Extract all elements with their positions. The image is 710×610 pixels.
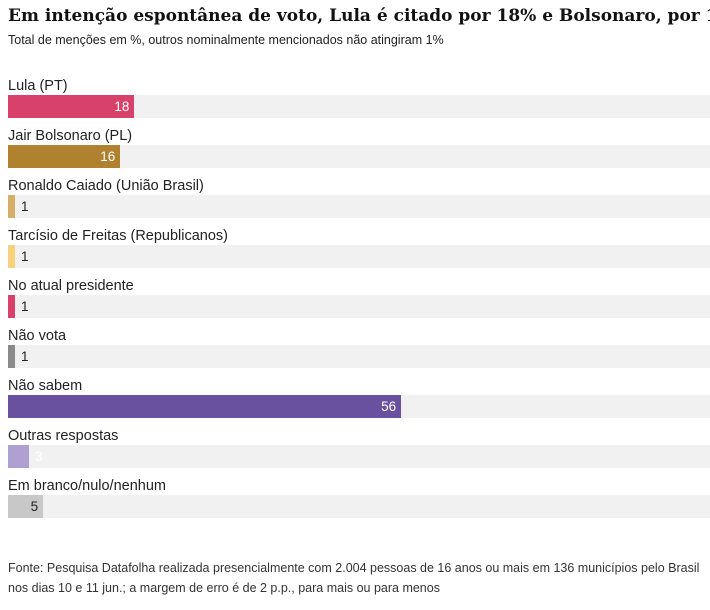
value-label: 18 — [114, 99, 130, 114]
source-note: Fonte: Pesquisa Datafolha realizada pres… — [8, 561, 700, 595]
bar — [8, 195, 16, 218]
value-label: 56 — [381, 399, 397, 414]
bar — [8, 295, 16, 318]
chart-subtitle: Total de menções em %, outros nominalmen… — [8, 33, 444, 47]
category-label: Em branco/nulo/nenhum — [8, 478, 166, 494]
bar-track: 1 — [8, 295, 710, 318]
bar-track: 3 — [8, 445, 710, 468]
bar — [8, 95, 135, 118]
value-label: 1 — [21, 299, 29, 314]
bar — [8, 345, 16, 368]
category-label: Lula (PT) — [8, 78, 68, 94]
bar-track: 1 — [8, 345, 710, 368]
bar — [8, 495, 44, 518]
category-label: Ronaldo Caiado (União Brasil) — [8, 178, 204, 194]
bar-track: 5 — [8, 495, 710, 518]
bar-track: 16 — [8, 145, 710, 168]
value-label: 16 — [100, 149, 116, 164]
category-label: Jair Bolsonaro (PL) — [8, 128, 133, 144]
chart-title: Em intenção espontânea de voto, Lula é c… — [8, 6, 710, 26]
value-label: 1 — [21, 349, 29, 364]
bar — [8, 145, 121, 168]
bar — [8, 445, 30, 468]
category-label: Não sabem — [8, 378, 83, 394]
value-label: 3 — [35, 449, 43, 464]
category-label: Tarcísio de Freitas (Republicanos) — [8, 228, 229, 244]
bar — [8, 245, 16, 268]
bar-track: 1 — [8, 195, 710, 218]
value-label: 1 — [21, 249, 29, 264]
value-label: 5 — [30, 499, 39, 514]
bar-track: 1 — [8, 245, 710, 268]
category-label: No atual presidente — [8, 278, 134, 294]
bar-track: 18 — [8, 95, 710, 118]
value-label: 1 — [21, 199, 29, 214]
bar — [8, 395, 402, 418]
bar-track: 56 — [8, 395, 710, 418]
category-label: Outras respostas — [8, 428, 119, 444]
bar-chart: Lula (PT) 18 Jair Bolsonaro (PL) 16 Ronaldo … — [0, 70, 710, 525]
category-label: Não vota — [8, 328, 67, 344]
